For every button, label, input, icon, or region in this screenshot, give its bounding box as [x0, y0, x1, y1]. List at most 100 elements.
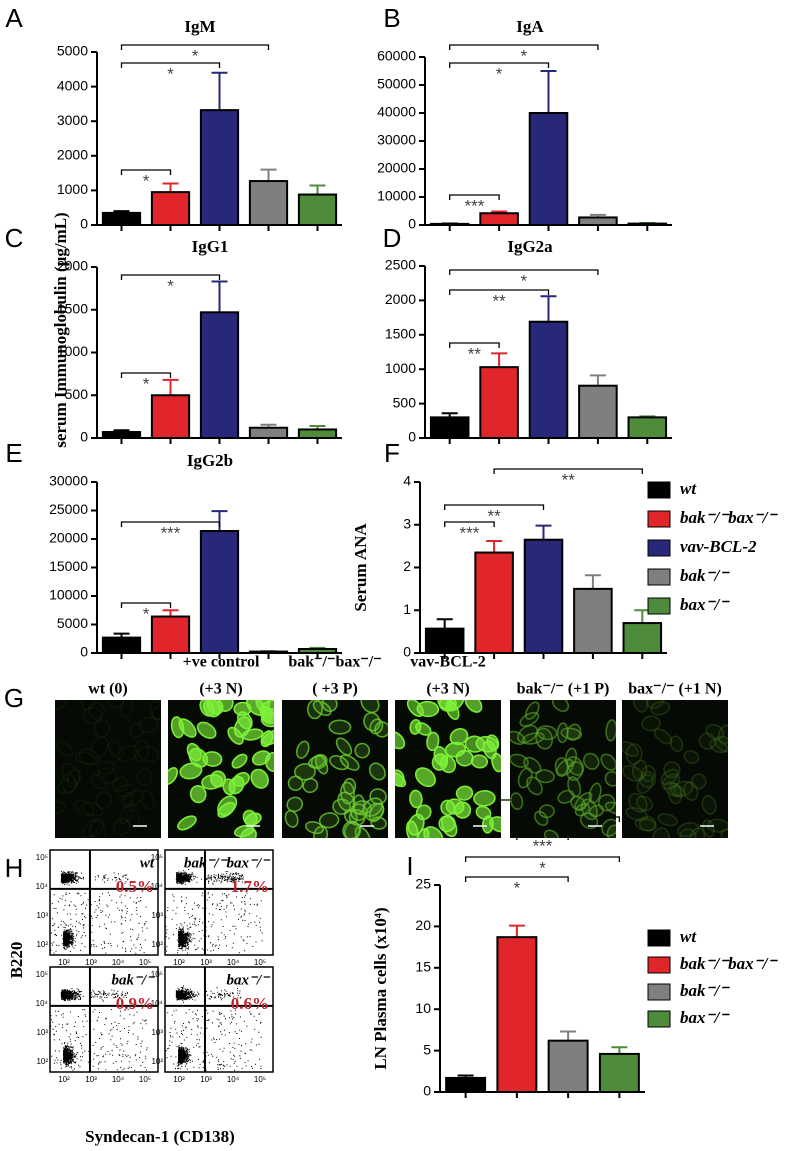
cell	[639, 771, 657, 789]
micrograph	[282, 700, 388, 838]
cell	[706, 818, 728, 833]
significance-bracket	[444, 521, 495, 527]
significance-bracket	[120, 44, 270, 50]
error-bar	[584, 574, 601, 589]
cell	[119, 802, 135, 825]
chart-title: IgM	[184, 17, 215, 36]
cell	[318, 812, 340, 829]
y-tick-label: 0	[423, 1083, 431, 1099]
cell	[657, 813, 678, 827]
cell	[56, 741, 74, 757]
legend-swatch	[647, 1010, 671, 1028]
legend-swatch	[647, 568, 671, 586]
error-bar	[486, 539, 503, 553]
y-tick-label: 1500	[385, 326, 416, 342]
cell	[709, 738, 728, 754]
x-tick-label: 10³	[200, 1075, 212, 1084]
cell	[196, 721, 217, 739]
cell	[307, 755, 327, 769]
cell	[689, 827, 706, 838]
cell	[75, 751, 96, 766]
y-tick-label: 15000	[49, 558, 88, 574]
x-tick-label: 10⁵	[254, 958, 266, 967]
cell	[262, 729, 274, 746]
cell	[189, 785, 207, 804]
micrograph-background	[622, 700, 728, 838]
significance-bracket	[449, 194, 500, 200]
bar	[297, 193, 338, 227]
legend-swatch	[647, 510, 671, 528]
bar	[429, 222, 470, 227]
bar	[622, 622, 663, 655]
x-tick-label: 10³	[200, 958, 212, 967]
cell	[683, 749, 700, 765]
bar	[199, 530, 240, 655]
error-bar	[589, 374, 606, 386]
y-tick-label: 2000	[385, 291, 416, 307]
cell	[554, 757, 569, 776]
plot-percent: 0.6%	[231, 994, 269, 1013]
cell	[138, 716, 159, 734]
cell	[405, 820, 419, 838]
cell	[510, 792, 524, 811]
cell	[370, 816, 387, 830]
y-tick-label: 40000	[377, 104, 416, 120]
y-tick-label: 500	[65, 386, 89, 402]
cell	[108, 740, 124, 760]
image-label: bak⁻/⁻bax⁻/⁻	[288, 654, 381, 671]
plot-name: wt	[140, 855, 155, 871]
cell	[255, 700, 271, 713]
cell	[526, 776, 543, 796]
y-tick-label: 1	[403, 601, 411, 617]
image-label: +ve control	[183, 654, 260, 671]
legend-label: bak⁻/⁻	[680, 566, 730, 585]
cell	[650, 700, 671, 716]
y-tick-label: 25000	[49, 501, 88, 517]
cell	[123, 789, 145, 807]
significance-label: *	[192, 46, 199, 65]
legend-label: wt	[680, 479, 697, 498]
bar	[547, 1039, 589, 1093]
significance-label: ***	[161, 523, 181, 542]
y-tick-label: 3000	[57, 112, 88, 128]
y-tick-label: 0	[408, 216, 416, 232]
cell	[517, 767, 533, 789]
cell	[395, 730, 406, 750]
cell	[112, 776, 129, 792]
error-bar	[162, 182, 179, 193]
cell	[600, 753, 616, 771]
panel-letter: B	[383, 3, 400, 33]
x-tick-label: 10⁵	[139, 1075, 151, 1084]
y-tick-label: 1000	[57, 343, 88, 359]
cell	[557, 789, 575, 804]
bar	[474, 551, 514, 654]
plot-frame	[49, 966, 159, 1073]
bar	[150, 394, 191, 439]
cell	[475, 805, 492, 820]
y-tick-label: 20	[415, 917, 431, 933]
significance-bracket	[449, 44, 599, 50]
cell	[622, 740, 639, 758]
x-tick-label: 10³	[85, 1075, 97, 1084]
cell	[55, 800, 66, 815]
cell	[202, 751, 223, 767]
cell	[536, 725, 558, 741]
significance-label: *	[496, 64, 503, 83]
panel-letter: I	[406, 851, 413, 881]
cell	[74, 799, 95, 816]
cell	[455, 785, 474, 801]
micrograph	[55, 700, 161, 838]
cell	[177, 815, 197, 831]
y-tick-label: 10	[415, 1000, 431, 1016]
bar	[528, 320, 569, 439]
bar	[627, 416, 668, 439]
plot-frame	[49, 849, 159, 956]
x-tick-label: 10³	[85, 958, 97, 967]
significance-label: *	[539, 858, 546, 877]
cell	[321, 700, 338, 713]
legend-label: vav-BCL-2	[680, 537, 757, 556]
cell	[535, 769, 555, 784]
cell	[406, 700, 424, 718]
cell	[115, 784, 136, 798]
significance-bracket	[444, 504, 545, 510]
